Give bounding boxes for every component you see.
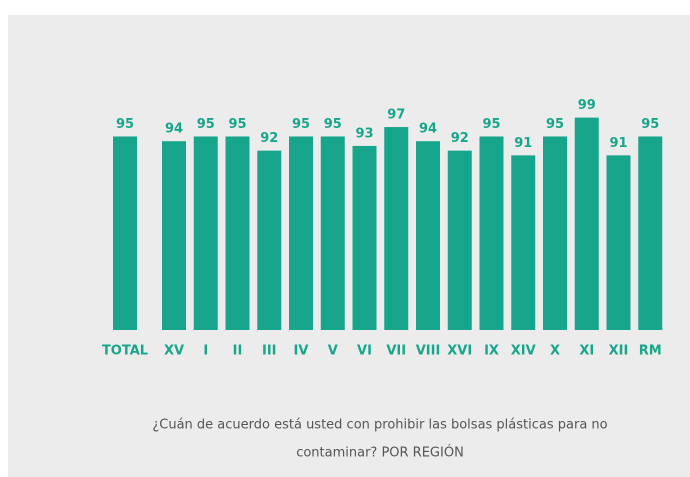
x-tick-label: TOTAL: [102, 344, 148, 359]
value-label: 95: [292, 117, 310, 132]
bar: [447, 150, 472, 330]
value-label: 91: [609, 136, 627, 151]
bar: [479, 136, 504, 330]
x-tick-label: VIII: [416, 344, 441, 359]
value-label: 91: [514, 136, 532, 151]
value-label: 95: [482, 117, 500, 132]
x-tick-label: XIV: [511, 344, 536, 359]
value-label: 93: [355, 126, 373, 141]
bar: [574, 117, 599, 330]
bar: [606, 155, 631, 330]
bar: [511, 155, 536, 330]
x-tick-label: VII: [386, 344, 406, 359]
value-label: 97: [387, 108, 405, 123]
bar: [257, 150, 282, 330]
x-tick-label: RM: [639, 344, 662, 359]
x-tick-label: XVI: [447, 344, 472, 359]
x-tick-label: V: [328, 344, 338, 359]
value-label: 92: [451, 131, 469, 146]
bar: [225, 136, 250, 330]
bar: [162, 141, 186, 330]
bar: [320, 136, 345, 330]
value-label: 95: [228, 117, 246, 132]
x-tick-label: XI: [579, 344, 594, 359]
bar: [193, 136, 218, 330]
value-label: 94: [165, 122, 183, 137]
value-label: 95: [546, 117, 564, 132]
value-label: 95: [197, 117, 215, 132]
x-tick-label: II: [233, 344, 243, 359]
bar: [113, 136, 137, 330]
x-tick-label: XV: [164, 344, 184, 359]
value-label: 95: [324, 117, 342, 132]
x-tick-label: IV: [294, 344, 309, 359]
value-label: 95: [116, 117, 134, 132]
value-label: 99: [578, 98, 596, 113]
bar: [543, 136, 567, 330]
caption-line: ¿Cuán de acuerdo está usted con prohibir…: [152, 418, 607, 433]
value-label: 92: [260, 131, 278, 146]
x-tick-label: XII: [609, 344, 629, 359]
value-label: 95: [641, 117, 659, 132]
x-tick-label: IX: [484, 344, 499, 359]
bar: [352, 145, 377, 330]
x-tick-label: X: [550, 344, 560, 359]
x-tick-label: I: [203, 344, 208, 359]
bar: [638, 136, 663, 330]
x-tick-label: III: [262, 344, 277, 359]
bar: [416, 141, 440, 330]
caption-line: contaminar? POR REGIÓN: [296, 445, 464, 461]
value-label: 94: [419, 122, 437, 137]
x-tick-label: VI: [357, 344, 372, 359]
bar: [289, 136, 313, 330]
bar: [384, 127, 409, 330]
